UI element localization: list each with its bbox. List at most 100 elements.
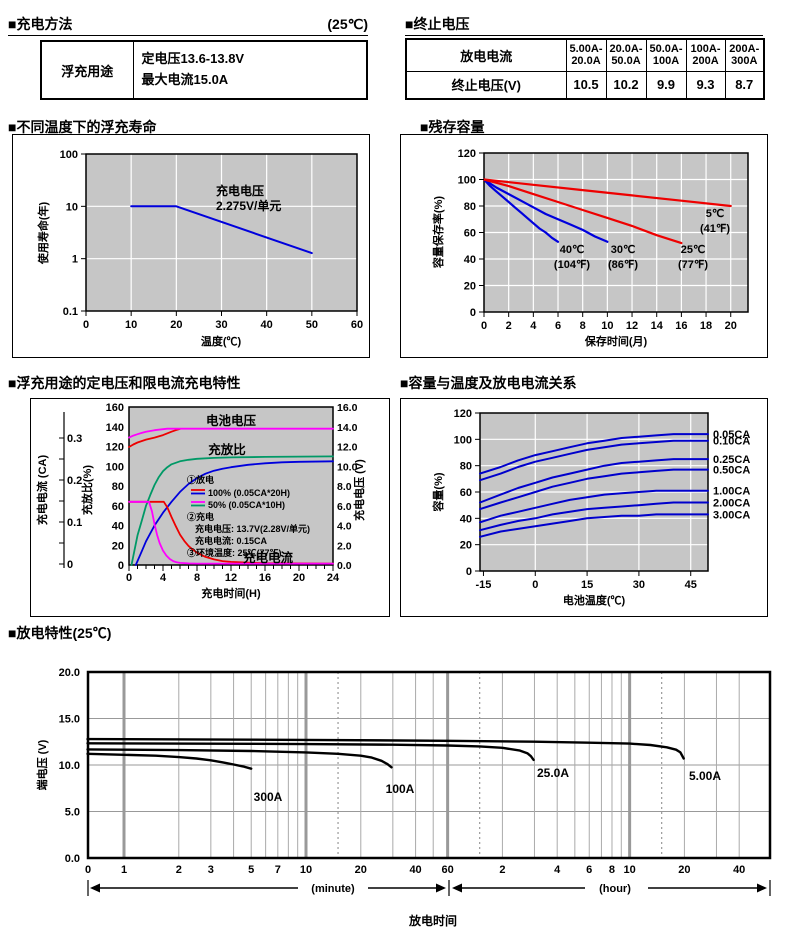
- svg-text:0: 0: [470, 307, 476, 319]
- svg-text:0: 0: [126, 572, 132, 584]
- svg-text:2: 2: [176, 864, 182, 876]
- svg-text:80: 80: [112, 481, 124, 493]
- svg-text:2: 2: [506, 320, 512, 332]
- svg-text:20: 20: [678, 864, 690, 876]
- svg-text:(104℉): (104℉): [554, 259, 590, 271]
- svg-text:12: 12: [626, 320, 638, 332]
- svg-text:1.00CA: 1.00CA: [713, 486, 750, 498]
- float-life-line: [130, 205, 313, 255]
- svg-text:40: 40: [112, 521, 124, 533]
- charge-current-50: [128, 500, 334, 565]
- svg-text:充电电流 (CA): 充电电流 (CA): [35, 455, 49, 526]
- svg-text:8.0: 8.0: [337, 481, 352, 493]
- svg-text:0.0: 0.0: [65, 853, 80, 865]
- svg-text:80: 80: [460, 461, 472, 473]
- svg-text:0: 0: [67, 559, 73, 571]
- svg-text:10: 10: [66, 201, 78, 213]
- svg-text:40: 40: [409, 864, 421, 876]
- svg-text:0: 0: [118, 560, 124, 572]
- svg-text:0.50CA: 0.50CA: [713, 465, 750, 477]
- float-life-header: ■不同温度下的浮充寿命: [8, 119, 157, 135]
- svg-text:20: 20: [293, 572, 305, 584]
- svg-text:100: 100: [454, 434, 472, 446]
- svg-text:5.0: 5.0: [65, 807, 80, 819]
- svg-text:6: 6: [555, 320, 561, 332]
- svg-text:0: 0: [85, 864, 91, 876]
- svg-text:充放比(%): 充放比(%): [80, 465, 94, 515]
- svg-text:10: 10: [125, 319, 137, 331]
- svg-text:8: 8: [580, 320, 586, 332]
- svg-text:16: 16: [675, 320, 687, 332]
- curve-25C: [482, 178, 683, 245]
- end-voltage-value: 10.2: [605, 70, 647, 100]
- discharge-current-label: 放电电流: [405, 38, 567, 72]
- svg-text:充电电压 (V): 充电电压 (V): [352, 459, 366, 521]
- svg-text:50: 50: [306, 319, 318, 331]
- end-voltage-label: 终止电压(V): [405, 70, 567, 100]
- svg-text:10: 10: [601, 320, 613, 332]
- current-range-header: 100A- 200A: [685, 38, 726, 72]
- end-voltage-header: ■终止电压: [405, 16, 763, 36]
- svg-text:40: 40: [460, 513, 472, 525]
- discharge-characteristics-chart: 300A 100A 25.0A 5.00A 20.0 15.0 10.0 5.0 0.0 0 1 2 3…: [35, 667, 772, 928]
- svg-text:140: 140: [106, 422, 124, 434]
- rate-0.10CA: [479, 439, 709, 482]
- capacity-temp-panel: 0.05CA 0.10CA 0.25CA 0.50CA 1.00CA 2.00CA 3.00…: [400, 398, 768, 617]
- svg-text:充电电流: 0.15CA: 充电电流: 0.15CA: [195, 535, 268, 546]
- charging-method-header: ■充电方法 (25℃): [8, 16, 368, 36]
- svg-text:1: 1: [72, 254, 78, 266]
- svg-text:保存时间(月): 保存时间(月): [584, 334, 648, 348]
- end-voltage-value: 9.3: [685, 70, 726, 100]
- table-row: 浮充用途 定电压13.6-13.8V 最大电流15.0A: [40, 40, 368, 100]
- svg-text:1: 1: [121, 864, 127, 876]
- residual-capacity-chart: 40℃ (104℉) 30℃ (86℉) 25℃ (77℉) 5℃ (41℉) 0 2 4 6 8 10 1…: [431, 148, 749, 348]
- svg-text:6.0: 6.0: [337, 501, 352, 513]
- table-row: 放电电流 5.00A- 20.0A 20.0A- 50.0A 50.0A- 10…: [405, 38, 765, 72]
- svg-text:80: 80: [464, 201, 476, 213]
- svg-text:12.0: 12.0: [337, 442, 358, 454]
- rate-0.50CA: [479, 468, 709, 511]
- svg-text:120: 120: [458, 148, 476, 160]
- svg-text:10: 10: [300, 864, 312, 876]
- svg-text:10: 10: [623, 864, 635, 876]
- svg-text:15: 15: [581, 579, 593, 591]
- svg-text:-15: -15: [476, 579, 492, 591]
- current-range-header: 50.0A- 100A: [645, 38, 687, 72]
- end-voltage-table: 放电电流 5.00A- 20.0A 20.0A- 50.0A 50.0A- 10…: [405, 38, 765, 100]
- svg-text:0: 0: [481, 320, 487, 332]
- charging-spec-cell: 定电压13.6-13.8V 最大电流15.0A: [132, 40, 368, 100]
- svg-text:0: 0: [83, 319, 89, 331]
- svg-text:充放比: 充放比: [208, 442, 246, 457]
- battery-voltage-50: [128, 427, 334, 439]
- end-voltage-value: 8.7: [724, 70, 765, 100]
- svg-text:50% (0.05CA*10H): 50% (0.05CA*10H): [208, 500, 285, 510]
- rate-0.05CA: [479, 433, 709, 475]
- charge-characteristics-chart: 0 4 8 12 16 20 24 充电时间(H) 0 20 40 60 80 100 120 140 160 0…: [35, 402, 366, 600]
- curve-5C: [482, 178, 732, 208]
- svg-text:20: 20: [355, 864, 367, 876]
- svg-text:0.25CA: 0.25CA: [713, 454, 750, 466]
- battery-voltage-100: [128, 427, 181, 448]
- svg-text:100: 100: [458, 175, 476, 187]
- svg-text:14: 14: [651, 320, 664, 332]
- svg-text:300A: 300A: [254, 790, 283, 804]
- svg-text:3: 3: [208, 864, 214, 876]
- svg-text:20: 20: [170, 319, 182, 331]
- svg-text:60: 60: [351, 319, 363, 331]
- svg-text:0: 0: [466, 566, 472, 578]
- residual-header: ■残存容量: [420, 119, 485, 135]
- svg-text:(41℉): (41℉): [700, 223, 730, 235]
- current-range-header: 200A- 300A: [724, 38, 765, 72]
- svg-text:4: 4: [160, 572, 167, 584]
- svg-text:0.3: 0.3: [67, 433, 82, 445]
- discharge-300A: [86, 752, 253, 770]
- svg-text:0.0: 0.0: [337, 560, 352, 572]
- svg-text:8: 8: [194, 572, 200, 584]
- svg-text:4.0: 4.0: [337, 521, 352, 533]
- svg-text:3.00CA: 3.00CA: [713, 509, 750, 521]
- svg-text:①放电: ①放电: [187, 474, 214, 485]
- svg-text:60: 60: [441, 864, 453, 876]
- residual-panel: 40℃ (104℉) 30℃ (86℉) 25℃ (77℉) 5℃ (41℉) 0 2 4 6 8 10 1…: [400, 134, 768, 358]
- svg-text:2.0: 2.0: [337, 540, 352, 552]
